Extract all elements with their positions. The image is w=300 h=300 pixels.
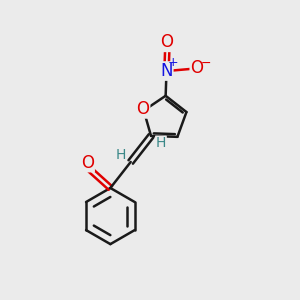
Text: +: +: [168, 56, 178, 69]
Text: H: H: [116, 148, 126, 162]
Text: O: O: [136, 100, 150, 118]
Text: −: −: [201, 56, 211, 70]
Text: N: N: [160, 62, 173, 80]
Text: H: H: [156, 136, 166, 150]
Text: O: O: [81, 154, 94, 172]
Text: O: O: [190, 59, 203, 77]
Text: O: O: [160, 33, 173, 51]
